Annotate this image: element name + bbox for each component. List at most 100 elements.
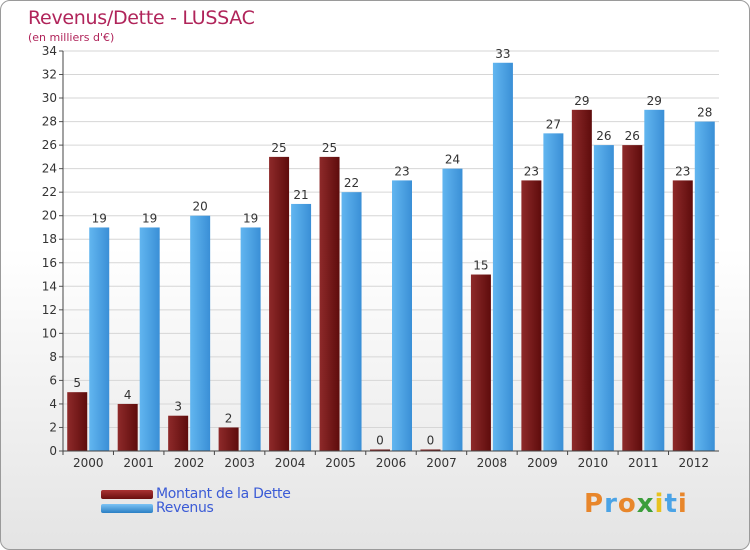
data-label-revenus: 24 <box>445 153 460 167</box>
bar-dette <box>269 156 290 451</box>
logo-letter: i <box>677 489 688 519</box>
bar-dette <box>420 449 441 451</box>
x-tick-label: 2009 <box>527 456 558 470</box>
bar-dette <box>521 180 542 452</box>
x-tick-label: 2007 <box>426 456 457 470</box>
x-tick-label: 2000 <box>73 456 104 470</box>
y-tick-label: 34 <box>42 44 57 58</box>
bar-dette <box>470 274 491 451</box>
legend-swatch-revenus <box>101 503 153 513</box>
y-tick-label: 18 <box>42 232 57 246</box>
y-tick-label: 20 <box>42 209 57 223</box>
data-label-dette: 3 <box>174 400 182 414</box>
logo-letter: i <box>654 489 665 519</box>
data-label-dette: 29 <box>574 94 589 108</box>
data-label-revenus: 20 <box>193 200 208 214</box>
x-tick-label: 2001 <box>123 456 154 470</box>
data-label-dette: 0 <box>427 434 435 448</box>
bar-dette <box>672 180 693 452</box>
y-tick-label: 10 <box>42 326 57 340</box>
bar-dette <box>370 449 390 451</box>
data-label-dette: 25 <box>271 141 286 155</box>
data-label-revenus: 33 <box>495 47 510 61</box>
chart-title: Revenus/Dette - LUSSAC <box>28 7 255 29</box>
data-label-revenus: 21 <box>293 188 308 202</box>
data-label-revenus: 23 <box>394 164 409 178</box>
data-label-dette: 26 <box>625 129 640 143</box>
bar-revenus <box>492 62 513 451</box>
y-tick-label: 2 <box>49 420 57 434</box>
y-tick-label: 28 <box>42 115 57 129</box>
y-tick-label: 14 <box>42 279 57 293</box>
data-label-dette: 23 <box>524 164 539 178</box>
y-tick-label: 0 <box>49 444 57 458</box>
bar-dette <box>571 109 592 451</box>
logo-letter: o <box>617 489 637 519</box>
legend: Montant de la Dette Revenus <box>101 486 291 516</box>
bar-revenus <box>341 192 362 452</box>
bar-revenus <box>392 180 412 452</box>
y-tick-label: 26 <box>42 138 57 152</box>
data-label-revenus: 28 <box>697 106 712 120</box>
y-tick-label: 30 <box>42 91 57 105</box>
legend-swatch-dette <box>101 489 153 499</box>
logo-letter: P <box>584 489 605 519</box>
bar-revenus <box>190 215 211 451</box>
y-tick-label: 6 <box>49 373 57 387</box>
y-tick-label: 12 <box>42 303 57 317</box>
data-label-dette: 4 <box>124 388 132 402</box>
bar-revenus <box>139 227 160 451</box>
y-tick-label: 8 <box>49 350 57 364</box>
bar-revenus <box>291 203 312 451</box>
bar-revenus <box>240 227 261 451</box>
x-tick-label: 2004 <box>275 456 306 470</box>
data-label-revenus: 19 <box>142 211 157 225</box>
data-label-dette: 2 <box>225 411 233 425</box>
bar-dette <box>622 145 643 451</box>
bar-revenus <box>89 227 110 451</box>
y-tick-label: 22 <box>42 185 57 199</box>
x-tick-label: 2006 <box>376 456 407 470</box>
logo-letter: r <box>604 489 618 519</box>
y-tick-label: 4 <box>49 397 57 411</box>
bar-dette <box>218 427 239 451</box>
x-tick-label: 2002 <box>174 456 205 470</box>
data-label-revenus: 19 <box>243 211 258 225</box>
bar-dette <box>319 156 340 451</box>
data-label-revenus: 27 <box>546 117 561 131</box>
legend-item-revenus: Revenus <box>101 500 291 516</box>
logo-letter: t <box>664 489 678 519</box>
data-label-dette: 15 <box>473 259 488 273</box>
logo-letter: x <box>636 489 655 519</box>
bar-revenus <box>644 109 665 451</box>
chart-subtitle: (en milliers d'€) <box>28 31 115 44</box>
data-label-revenus: 29 <box>647 94 662 108</box>
bar-revenus <box>694 121 715 452</box>
legend-label-dette: Montant de la Dette <box>156 486 291 502</box>
data-label-dette: 25 <box>322 141 337 155</box>
bar-dette <box>117 403 138 451</box>
data-label-dette: 23 <box>675 164 690 178</box>
data-label-dette: 0 <box>376 434 384 448</box>
x-tick-label: 2012 <box>678 456 709 470</box>
legend-item-dette: Montant de la Dette <box>101 486 291 502</box>
y-tick-label: 16 <box>42 256 57 270</box>
bar-dette <box>168 415 189 451</box>
x-tick-label: 2008 <box>477 456 508 470</box>
bar-revenus <box>442 168 463 451</box>
y-tick-label: 32 <box>42 68 57 82</box>
data-label-revenus: 19 <box>92 211 107 225</box>
x-tick-label: 2005 <box>325 456 356 470</box>
y-tick-label: 24 <box>42 162 57 176</box>
bar-revenus <box>543 133 564 451</box>
x-tick-label: 2010 <box>578 456 609 470</box>
legend-label-revenus: Revenus <box>156 500 214 516</box>
x-tick-label: 2003 <box>224 456 255 470</box>
bar-dette <box>67 392 88 451</box>
data-label-revenus: 26 <box>596 129 611 143</box>
data-label-revenus: 22 <box>344 176 359 190</box>
data-label-dette: 5 <box>73 376 81 390</box>
bar-revenus <box>593 145 614 451</box>
